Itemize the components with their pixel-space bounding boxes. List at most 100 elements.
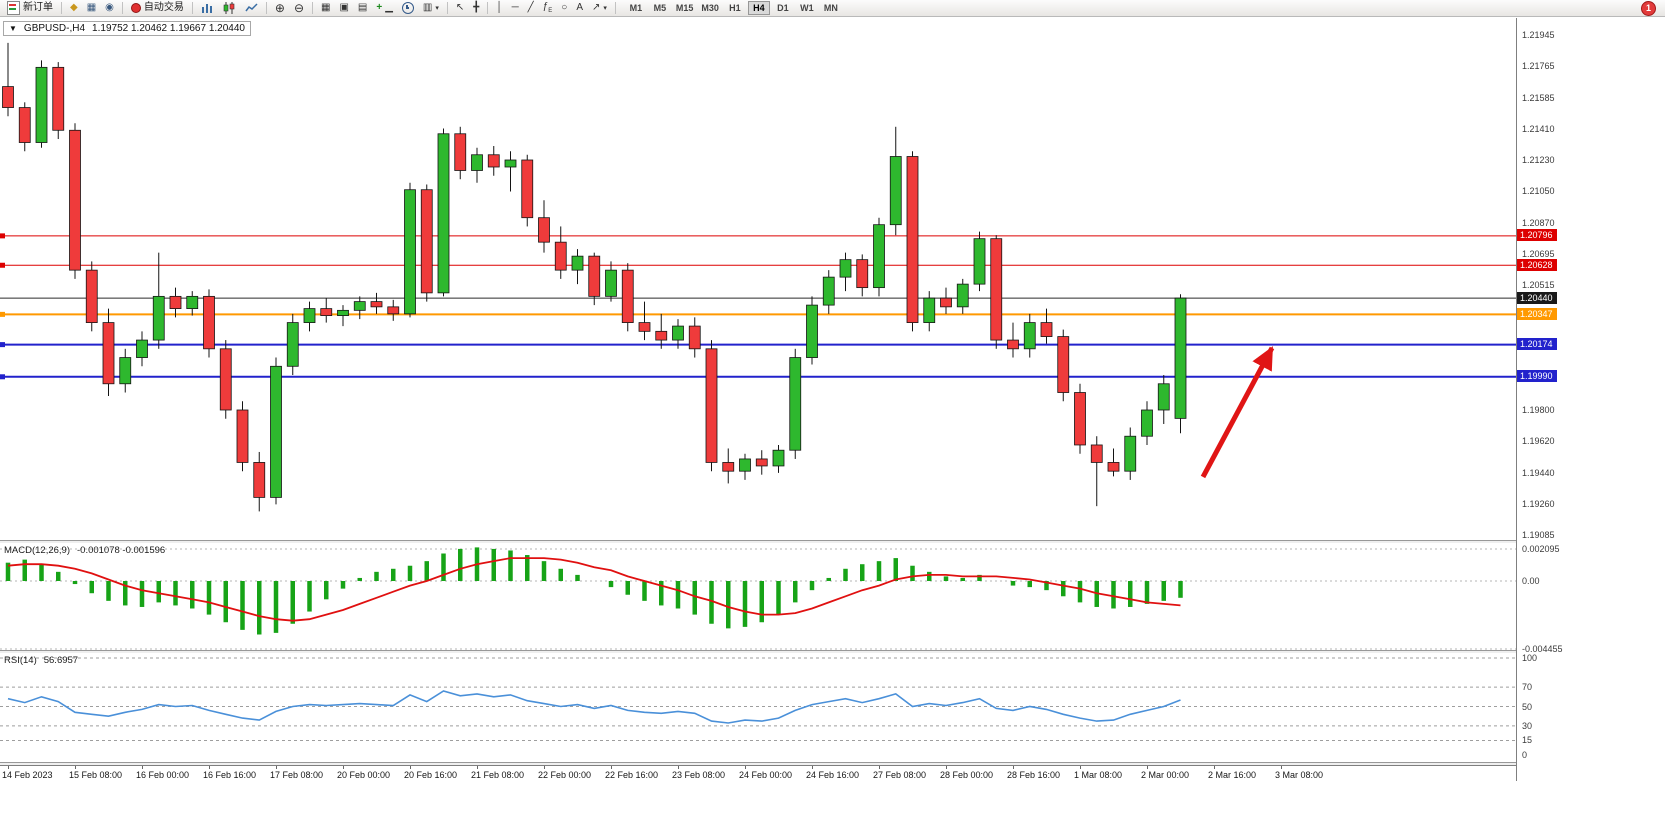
price-scale-label: 1.21410 — [1522, 123, 1555, 134]
macd-scale-label: 0.00 — [1522, 576, 1540, 586]
template-icon: ▥ — [422, 2, 433, 13]
cascade-windows-button[interactable]: ▤ — [354, 1, 371, 16]
arrow-tool-button[interactable]: ↗ ▾ — [588, 1, 611, 16]
rsi-chart — [0, 657, 1516, 741]
macd-values: -0.001078 -0.001596 — [77, 545, 166, 556]
zoom-in-button[interactable]: ⊕ — [271, 1, 289, 16]
panel-divider[interactable] — [0, 650, 1572, 653]
time-tick — [276, 766, 277, 769]
crosshair-icon: ╋ — [473, 2, 480, 13]
notification-badge[interactable]: 1 — [1641, 0, 1656, 16]
trendline-icon: ╱ — [527, 2, 534, 13]
time-tick — [142, 766, 143, 769]
toolbar-separator — [446, 2, 448, 14]
toolbar-separator — [312, 2, 314, 14]
indicators-icon: + — [376, 2, 383, 13]
timeframe-h4[interactable]: H4 — [747, 1, 770, 15]
time-label: 22 Feb 00:00 — [538, 770, 592, 780]
navigator-icon: ◉ — [105, 2, 114, 13]
timeframe-w1[interactable]: W1 — [796, 1, 818, 15]
grid-icon: ▦ — [321, 2, 331, 13]
data-window-icon: ▦ — [86, 2, 97, 13]
line-chart-button[interactable] — [241, 1, 262, 16]
hline-handle[interactable] — [0, 262, 5, 268]
indicators-button[interactable]: + ▁ — [372, 1, 397, 16]
horizontal-line-button[interactable]: ─ — [508, 1, 523, 16]
macd-panel[interactable]: MACD(12,26,9) -0.001078 -0.001596 — [0, 543, 1516, 650]
market-watch-icon: ◆ — [70, 2, 78, 13]
timeframe-m15[interactable]: M15 — [673, 1, 697, 15]
crosshair-button[interactable]: ╋ — [469, 1, 483, 16]
cursor-icon: ↖ — [455, 2, 465, 13]
timeframe-m5[interactable]: M5 — [649, 1, 671, 15]
time-label: 22 Feb 16:00 — [605, 770, 659, 780]
tile-windows-button[interactable]: ▣ — [335, 1, 352, 16]
price-tag-1.20628: 1.20628 — [1517, 258, 1557, 271]
vertical-line-button[interactable]: │ — [492, 1, 506, 16]
candlestick-icon — [223, 2, 235, 14]
panel-divider[interactable] — [0, 762, 1572, 765]
panel-divider[interactable] — [0, 540, 1572, 543]
text-button[interactable]: A — [572, 1, 587, 16]
candlestick-button[interactable] — [219, 1, 240, 16]
hline-handle[interactable] — [0, 311, 5, 317]
data-window-button[interactable]: ▦ — [83, 1, 100, 16]
timeframe-d1[interactable]: D1 — [772, 1, 794, 15]
autotrading-button[interactable]: 自动交易 — [127, 1, 188, 16]
price-scale-label: 1.19085 — [1522, 530, 1555, 540]
ellipse-button[interactable]: ○ — [557, 1, 571, 16]
rsi-scale-label: 15 — [1522, 735, 1533, 746]
navigator-button[interactable]: ◉ — [101, 1, 118, 16]
time-label: 1 Mar 08:00 — [1074, 770, 1123, 780]
price-tag-1.20174: 1.20174 — [1517, 338, 1557, 351]
price-tag-1.20347: 1.20347 — [1517, 307, 1557, 320]
time-tick — [946, 766, 947, 769]
time-label: 28 Feb 16:00 — [1007, 770, 1061, 780]
trend-arrow[interactable] — [1200, 346, 1275, 479]
bar-chart-button[interactable] — [197, 1, 218, 16]
toolbar-separator — [614, 2, 616, 14]
time-axis[interactable]: 14 Feb 2023 15 Feb 08:00 16 Feb 00:00 16 Fe… — [0, 765, 1572, 781]
grid-button[interactable]: ▦ — [317, 1, 334, 16]
rsi-line — [7, 690, 1181, 724]
toolbar-separator — [121, 2, 123, 14]
fibonacci-button[interactable]: ƒE — [539, 1, 557, 16]
timeframe-mn[interactable]: MN — [820, 1, 842, 15]
arrow-tool-icon: ↗ — [591, 2, 601, 13]
time-label: 15 Feb 08:00 — [69, 770, 123, 780]
price-scale-label: 1.21945 — [1522, 30, 1555, 40]
timeframe-m1[interactable]: M1 — [625, 1, 647, 15]
time-label: 16 Feb 00:00 — [136, 770, 190, 780]
rsi-name: RSI(14) — [4, 655, 37, 666]
trendline-button[interactable]: ╱ — [524, 1, 538, 16]
cursor-button[interactable]: ↖ — [452, 1, 468, 16]
toolbar: 新订单 ◆ ▦ ◉ 自动交易 ⊕ ⊖ ▦ ▣ ▤ + ▁ ▥ ▾ ↖ ╋ — [0, 0, 1665, 17]
main-chart-panel[interactable]: ▼ GBPUSD-,H4 1.19752 1.20462 1.19667 1.2… — [0, 18, 1516, 540]
timeframe-m30[interactable]: M30 — [698, 1, 722, 15]
line-chart-icon — [245, 3, 258, 12]
time-label: 27 Feb 08:00 — [873, 770, 927, 780]
time-label: 28 Feb 00:00 — [940, 770, 994, 780]
hline-handle[interactable] — [0, 374, 5, 380]
rsi-scale-label: 50 — [1522, 701, 1533, 712]
time-label: 20 Feb 16:00 — [404, 770, 458, 780]
price-tag-1.20440: 1.20440 — [1517, 291, 1557, 304]
template-button[interactable]: ▥ ▾ — [419, 1, 443, 16]
zoom-out-button[interactable]: ⊖ — [290, 1, 308, 16]
rsi-value: 56.6957 — [43, 655, 79, 666]
periods-icon — [401, 2, 414, 14]
candlestick-chart[interactable] — [0, 18, 1516, 540]
macd-scale-label: 0.002095 — [1522, 544, 1560, 554]
timeframe-h1[interactable]: H1 — [724, 1, 746, 15]
rsi-panel[interactable]: RSI(14) 56.6957 — [0, 653, 1516, 762]
hline-handle[interactable] — [0, 233, 5, 239]
periods-button[interactable] — [398, 1, 418, 16]
new-order-button[interactable]: 新订单 — [3, 1, 57, 16]
chart-collapse-icon[interactable]: ▼ — [9, 24, 17, 33]
market-watch-button[interactable]: ◆ — [66, 1, 82, 16]
toolbar-separator — [191, 2, 193, 14]
time-tick — [1214, 766, 1215, 769]
hline-handle[interactable] — [0, 342, 5, 348]
price-scale[interactable]: 1.21945 1.21765 1.21585 1.21410 1.21230 1.210… — [1516, 18, 1665, 781]
price-scale-label: 1.19800 — [1522, 405, 1555, 415]
